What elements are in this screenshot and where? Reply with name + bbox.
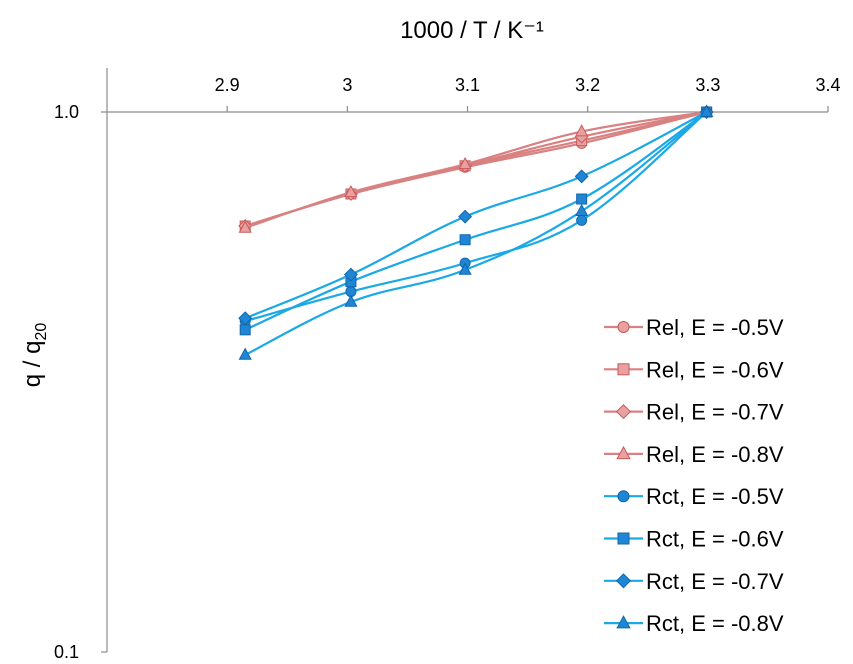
x-tick-label: 3.4 xyxy=(815,75,840,95)
series-line xyxy=(244,111,708,331)
data-point-square xyxy=(459,234,471,246)
series-rct-6 xyxy=(238,105,714,326)
legend-marker-square xyxy=(617,532,630,545)
legend-item: Rel, E = -0.6V xyxy=(604,357,784,382)
legend-label: Rct, E = -0.8V xyxy=(646,611,784,636)
series-line xyxy=(244,111,708,356)
x-axis-title: 1000 / T / K⁻¹ xyxy=(400,17,544,44)
data-point-diamond xyxy=(343,267,358,282)
data-point-triangle xyxy=(344,294,358,307)
legend-label: Rct, E = -0.7V xyxy=(646,569,784,594)
legend: Rel, E = -0.5V Rel, E = -0.6V Rel, E = -0.… xyxy=(604,315,784,636)
plot-area xyxy=(238,104,714,360)
y-axis-title-subscript: 20 xyxy=(33,323,50,341)
x-tick-label: 3.1 xyxy=(455,75,480,95)
legend-label: Rel, E = -0.8V xyxy=(646,442,784,467)
y-axis-title: q / q20 xyxy=(19,323,50,388)
series-rct-7 xyxy=(238,104,714,360)
series-rct-4 xyxy=(239,106,713,327)
legend-label: Rel, E = -0.5V xyxy=(646,315,784,340)
legend-marker-triangle xyxy=(616,445,631,460)
legend-marker-circle xyxy=(617,490,630,503)
legend-item: Rct, E = -0.5V xyxy=(604,484,784,509)
axes: 2.9 3 3.1 3.2 3.3 3.4 0.1 1.0 xyxy=(54,68,841,662)
data-point-triangle xyxy=(575,203,589,217)
series-rct-5 xyxy=(239,106,713,336)
legend-item: Rel, E = -0.5V xyxy=(604,315,784,340)
y-tick-label: 0.1 xyxy=(54,642,79,662)
data-point-square xyxy=(576,193,588,205)
legend-label: Rel, E = -0.7V xyxy=(646,400,784,425)
series-line xyxy=(244,111,708,320)
x-tick-label: 3 xyxy=(342,75,352,95)
legend-item: Rct, E = -0.8V xyxy=(604,611,784,636)
legend-label: Rct, E = -0.6V xyxy=(646,527,784,552)
legend-marker-square xyxy=(617,363,630,376)
x-tick-label: 3.3 xyxy=(695,75,720,95)
x-tick-label: 2.9 xyxy=(215,75,240,95)
legend-item: Rct, E = -0.7V xyxy=(604,569,784,594)
data-point-diamond xyxy=(574,169,589,184)
data-point-triangle xyxy=(458,156,472,170)
legend-item: Rel, E = -0.8V xyxy=(604,442,784,467)
legend-label: Rct, E = -0.5V xyxy=(646,484,784,509)
data-point-triangle xyxy=(700,104,714,117)
data-point-circle xyxy=(576,214,588,226)
data-point-diamond xyxy=(458,209,473,224)
data-point-triangle xyxy=(238,347,252,360)
data-point-square xyxy=(239,324,251,336)
legend-marker-triangle xyxy=(616,615,631,629)
legend-item: Rel, E = -0.7V xyxy=(604,400,784,425)
data-point-diamond xyxy=(238,311,253,326)
y-tick-label: 1.0 xyxy=(54,102,79,122)
legend-marker-diamond xyxy=(615,573,632,589)
data-point-triangle xyxy=(344,184,358,198)
x-tick-label: 3.2 xyxy=(575,75,600,95)
data-point-triangle xyxy=(575,124,589,137)
data-point-triangle xyxy=(458,262,472,275)
legend-marker-circle xyxy=(617,321,630,333)
legend-item: Rct, E = -0.6V xyxy=(604,527,784,552)
data-point-triangle xyxy=(238,220,252,233)
legend-marker-diamond xyxy=(615,404,632,420)
y-axis-title-main: q / q xyxy=(19,341,46,388)
legend-label: Rel, E = -0.6V xyxy=(646,357,784,382)
